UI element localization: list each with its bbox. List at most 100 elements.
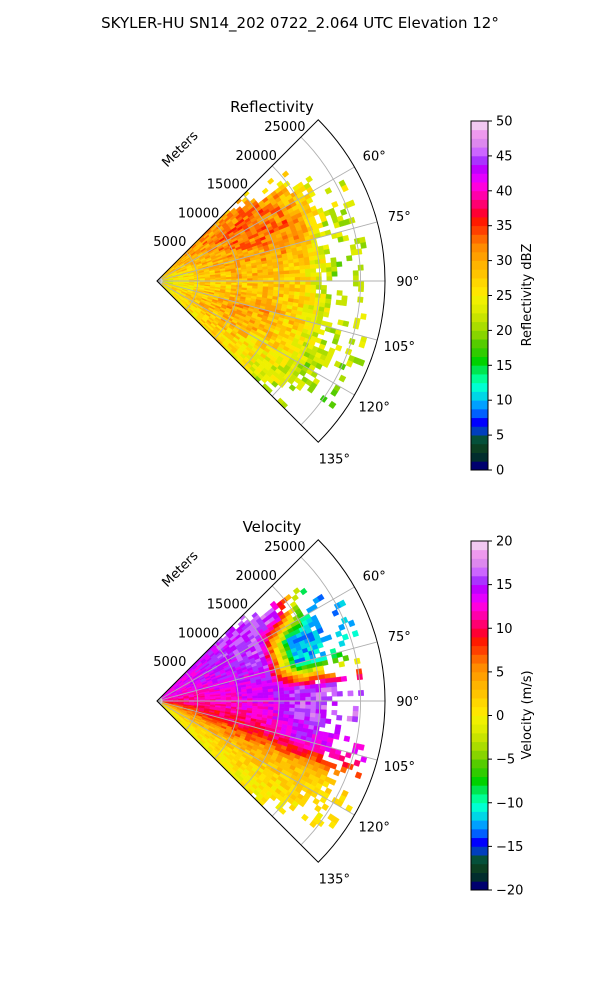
colorbar-tick-label: −5 bbox=[496, 753, 515, 768]
radar-gate bbox=[330, 257, 337, 263]
radar-gate bbox=[348, 337, 356, 346]
radar-gate bbox=[299, 711, 306, 717]
radar-gate bbox=[299, 284, 306, 290]
colorbar-segment bbox=[471, 208, 488, 218]
radar-gate bbox=[331, 200, 339, 209]
radar-gate bbox=[305, 175, 313, 184]
colorbar-segment bbox=[471, 435, 488, 445]
colorbar-segment bbox=[471, 225, 488, 235]
colorbar-segment bbox=[471, 321, 488, 331]
azimuth-tick-label: 135° bbox=[319, 452, 350, 467]
radar-gate bbox=[305, 704, 312, 710]
colorbar-segment bbox=[471, 558, 488, 568]
azimuth-tick-label: 120° bbox=[359, 400, 390, 415]
radar-gate bbox=[316, 593, 325, 602]
radar-gate bbox=[309, 292, 316, 298]
radar-gate bbox=[268, 694, 275, 699]
radar-gate bbox=[299, 685, 306, 691]
radar-gate bbox=[310, 276, 317, 282]
radar-gate bbox=[330, 261, 338, 268]
colorbar-segment bbox=[471, 881, 488, 891]
radar-gate bbox=[320, 267, 327, 273]
radar-gate bbox=[357, 743, 365, 751]
colorbar-tick-label: 15 bbox=[496, 359, 513, 374]
radar-gate bbox=[326, 276, 333, 282]
velocity-title: Velocity bbox=[243, 518, 302, 536]
radar-gate bbox=[326, 271, 333, 277]
radar-gate bbox=[353, 275, 359, 282]
radar-gate bbox=[267, 271, 274, 276]
radar-gate bbox=[278, 277, 285, 282]
radar-gate bbox=[315, 293, 322, 299]
radar-gate bbox=[289, 273, 296, 278]
radar-gate bbox=[284, 280, 290, 285]
radar-gate bbox=[299, 269, 306, 274]
radar-gate bbox=[300, 696, 306, 702]
radar-gate bbox=[321, 659, 329, 666]
colorbar-tick-label: 50 bbox=[496, 115, 513, 130]
radar-gate bbox=[338, 640, 346, 648]
radar-gate bbox=[333, 769, 341, 777]
reflectivity-title: Reflectivity bbox=[230, 98, 314, 116]
radar-gate bbox=[310, 272, 317, 278]
range-tick-label: 5000 bbox=[153, 235, 186, 250]
radar-gate bbox=[340, 300, 348, 307]
radar-gate bbox=[352, 705, 359, 712]
radar-gate bbox=[299, 288, 306, 293]
colorbar-segment bbox=[471, 234, 488, 244]
colorbar-segment bbox=[471, 330, 488, 340]
colorbar-segment bbox=[471, 715, 488, 725]
radar-gate bbox=[357, 296, 364, 303]
colorbar-segment bbox=[471, 837, 488, 847]
radar-gate bbox=[299, 704, 306, 710]
radar-gate bbox=[315, 276, 322, 282]
colorbar-segment bbox=[471, 636, 488, 647]
radar-gate bbox=[273, 703, 280, 708]
colorbar-segment bbox=[471, 374, 488, 384]
radar-gate bbox=[335, 676, 342, 683]
radar-gate bbox=[331, 609, 340, 617]
radar-gate bbox=[323, 248, 331, 255]
radar-gate bbox=[284, 700, 290, 705]
radar-gate bbox=[336, 714, 343, 721]
radar-gate bbox=[278, 603, 287, 611]
colorbar-segment bbox=[471, 575, 488, 586]
figure-suptitle: SKYLER-HU SN14_202 0722_2.064 UTC Elevat… bbox=[101, 14, 499, 32]
colorbar-tick-label: 35 bbox=[496, 219, 513, 234]
radar-gate bbox=[305, 692, 312, 698]
radar-gate bbox=[304, 688, 311, 694]
radar-gate bbox=[288, 384, 297, 392]
colorbar-segment bbox=[471, 260, 488, 270]
radar-gate bbox=[268, 283, 275, 288]
radar-gate bbox=[325, 718, 332, 725]
colorbar-segment bbox=[471, 610, 488, 620]
velocity-colorbar-label: Velocity (m/s) bbox=[520, 670, 535, 759]
velocity-field bbox=[160, 587, 368, 830]
colorbar-segment bbox=[471, 147, 488, 157]
colorbar-segment bbox=[471, 295, 488, 305]
colorbar-tick-label: 10 bbox=[496, 622, 513, 637]
radar-gate bbox=[278, 270, 285, 275]
colorbar-segment bbox=[471, 767, 488, 777]
radar-gate bbox=[336, 261, 343, 268]
radar-gate bbox=[299, 689, 306, 694]
azimuth-tick-label: 105° bbox=[384, 760, 415, 775]
colorbar-tick-label: 5 bbox=[496, 429, 504, 444]
radar-gate bbox=[328, 400, 337, 410]
radar-gate bbox=[257, 695, 264, 699]
radar-gate bbox=[320, 713, 327, 719]
azimuth-tick-label: 75° bbox=[388, 210, 411, 225]
colorbar-segment bbox=[471, 645, 488, 655]
radar-gate bbox=[241, 276, 248, 280]
colorbar-tick-label: 15 bbox=[496, 578, 513, 593]
radar-gate bbox=[281, 170, 290, 178]
radar-gate bbox=[335, 344, 343, 352]
radar-gate bbox=[294, 280, 301, 286]
radar-gate bbox=[324, 187, 333, 195]
colorbar-segment bbox=[471, 802, 488, 812]
radar-gate bbox=[294, 284, 301, 289]
radar-gate bbox=[321, 696, 328, 702]
radar-gate bbox=[340, 675, 348, 682]
radar-gate bbox=[278, 267, 285, 272]
radar-gate bbox=[273, 283, 280, 288]
